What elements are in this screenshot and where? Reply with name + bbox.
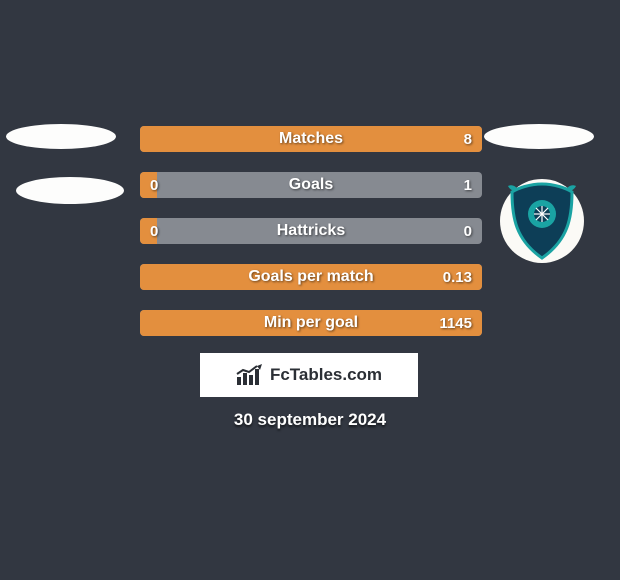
stat-row: Goals0 1	[140, 172, 482, 198]
stat-value-right: 1	[464, 172, 472, 198]
right-team-oval	[484, 124, 594, 149]
stat-row: Hattricks0 0	[140, 218, 482, 244]
crest-icon	[506, 182, 578, 260]
stat-row: Matches8	[140, 126, 482, 152]
date-text: 30 september 2024	[0, 410, 620, 430]
left-team-badge-1	[6, 124, 116, 149]
chart-icon	[236, 364, 264, 386]
stat-label: Goals	[140, 172, 482, 198]
stat-row: Min per goal1145	[140, 310, 482, 336]
stat-value-right: 1145	[439, 310, 472, 336]
stat-value-right: 0	[464, 218, 472, 244]
stat-value-left: 0	[150, 172, 158, 198]
stat-value-right: 8	[464, 126, 472, 152]
left-team-badge-2	[16, 177, 124, 204]
stat-label: Min per goal	[140, 310, 482, 336]
brand-box: FcTables.com	[200, 353, 418, 397]
right-team-crest	[500, 179, 584, 263]
stat-value-right: 0.13	[443, 264, 472, 290]
stat-row: Goals per match0.13	[140, 264, 482, 290]
stat-label: Goals per match	[140, 264, 482, 290]
stat-value-left: 0	[150, 218, 158, 244]
stat-label: Hattricks	[140, 218, 482, 244]
brand-text: FcTables.com	[270, 365, 382, 385]
stat-label: Matches	[140, 126, 482, 152]
comparison-rows: Matches8Goals01Hattricks00Goals per matc…	[140, 126, 482, 356]
